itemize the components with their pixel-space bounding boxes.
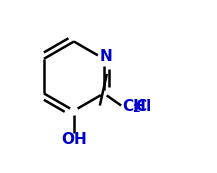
Text: Cl: Cl [136, 99, 152, 114]
Text: OH: OH [61, 132, 87, 147]
Text: CH: CH [122, 99, 146, 114]
Text: 2: 2 [132, 104, 140, 114]
Text: N: N [100, 49, 112, 64]
